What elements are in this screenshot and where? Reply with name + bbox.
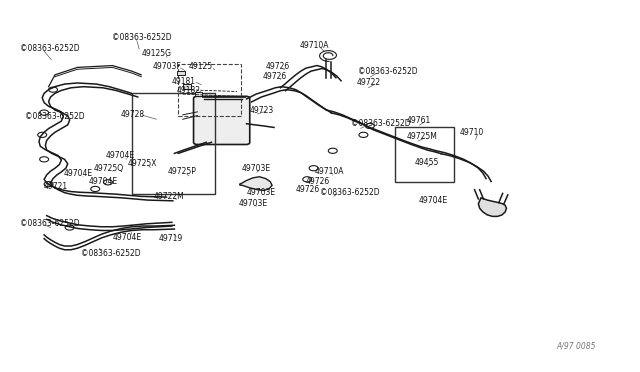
Bar xyxy=(396,128,454,182)
Text: 49726: 49726 xyxy=(306,177,330,186)
Text: 49722M: 49722M xyxy=(154,192,185,201)
Text: 49761: 49761 xyxy=(406,116,431,125)
Text: ©08363-6252D: ©08363-6252D xyxy=(320,188,380,197)
Polygon shape xyxy=(478,198,506,217)
Text: A/97 0085: A/97 0085 xyxy=(556,342,596,351)
Text: 49710: 49710 xyxy=(460,128,483,137)
Text: ©08363-6252D: ©08363-6252D xyxy=(20,44,79,53)
Text: 49703F: 49703F xyxy=(153,62,181,71)
Text: 49710A: 49710A xyxy=(315,167,344,176)
Text: 49181: 49181 xyxy=(172,77,196,86)
Text: 49704E: 49704E xyxy=(113,232,141,242)
Text: 49125G: 49125G xyxy=(141,49,171,58)
Polygon shape xyxy=(239,177,272,190)
Text: 49455: 49455 xyxy=(415,158,439,167)
FancyBboxPatch shape xyxy=(193,96,250,144)
Text: 49704E: 49704E xyxy=(89,177,118,186)
Text: 49725Q: 49725Q xyxy=(93,164,124,173)
Text: 49125: 49125 xyxy=(189,62,213,71)
Text: 49710A: 49710A xyxy=(300,41,329,51)
Text: 49703E: 49703E xyxy=(242,164,271,173)
Text: 49728: 49728 xyxy=(121,110,145,119)
Text: 49726: 49726 xyxy=(266,62,290,71)
Bar xyxy=(177,71,184,75)
Text: 49704E: 49704E xyxy=(63,169,92,178)
Text: 49719: 49719 xyxy=(159,234,183,244)
Text: 49704E: 49704E xyxy=(419,196,448,205)
Bar xyxy=(183,84,191,89)
Text: 49725X: 49725X xyxy=(127,159,157,168)
Text: ©08363-6252D: ©08363-6252D xyxy=(81,249,140,258)
Text: 49722: 49722 xyxy=(357,78,381,87)
Text: 49726: 49726 xyxy=(296,185,320,194)
Text: ©08363-6252D: ©08363-6252D xyxy=(25,112,84,121)
Text: 49704E: 49704E xyxy=(106,151,135,160)
Text: ©08363-6252D: ©08363-6252D xyxy=(351,119,410,128)
Text: ©08363-6252D: ©08363-6252D xyxy=(20,219,79,228)
Bar xyxy=(178,64,241,116)
Text: 49703E: 49703E xyxy=(238,199,268,208)
Text: 49726: 49726 xyxy=(262,72,287,81)
Text: 49182: 49182 xyxy=(176,86,200,95)
Text: 49721: 49721 xyxy=(44,182,68,190)
Text: 49725P: 49725P xyxy=(168,167,197,176)
Bar xyxy=(132,93,214,194)
Text: 49725M: 49725M xyxy=(406,132,437,141)
Text: ©08363-6252D: ©08363-6252D xyxy=(113,33,172,42)
Text: 49723: 49723 xyxy=(250,106,274,115)
Text: ©08363-6252D: ©08363-6252D xyxy=(358,67,418,76)
Bar xyxy=(195,92,202,96)
Text: 49703E: 49703E xyxy=(246,188,276,197)
